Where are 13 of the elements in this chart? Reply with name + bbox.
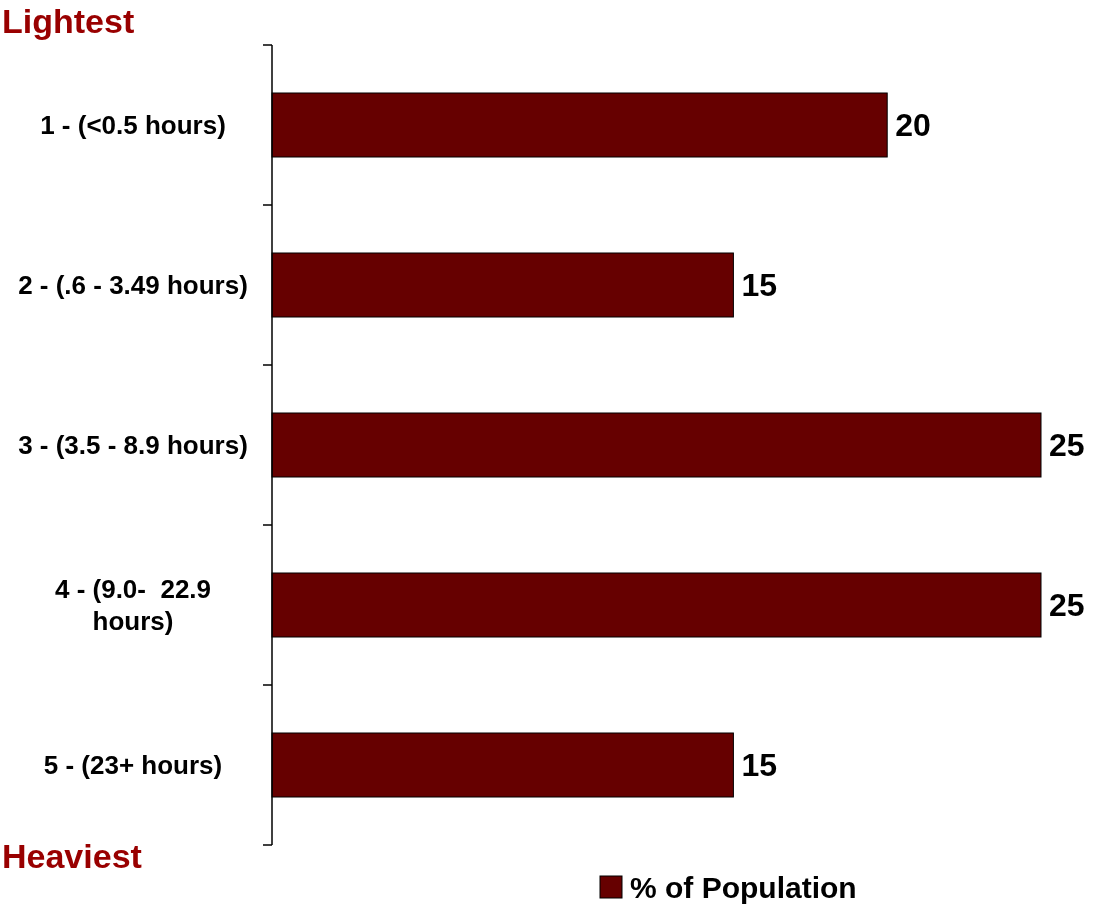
data-label: 25 <box>1049 587 1085 624</box>
data-label: 20 <box>895 107 931 144</box>
data-label: 25 <box>1049 427 1085 464</box>
y-tick-label: 2 - (.6 - 3.49 hours) <box>18 270 248 301</box>
data-label: 15 <box>741 747 777 784</box>
y-tick-label: 4 - (9.0- 22.9 hours) <box>54 574 212 637</box>
y-tick-label: 3 - (3.5 - 8.9 hours) <box>18 430 248 461</box>
text: Lightest <box>2 2 135 40</box>
text: Heaviest <box>2 837 142 875</box>
y-tick-label: 1 - (<0.5 hours) <box>40 110 226 141</box>
data-label: 15 <box>741 267 777 304</box>
legend-label: % of Population <box>630 870 857 904</box>
y-tick-label: 5 - (23+ hours) <box>43 750 223 781</box>
